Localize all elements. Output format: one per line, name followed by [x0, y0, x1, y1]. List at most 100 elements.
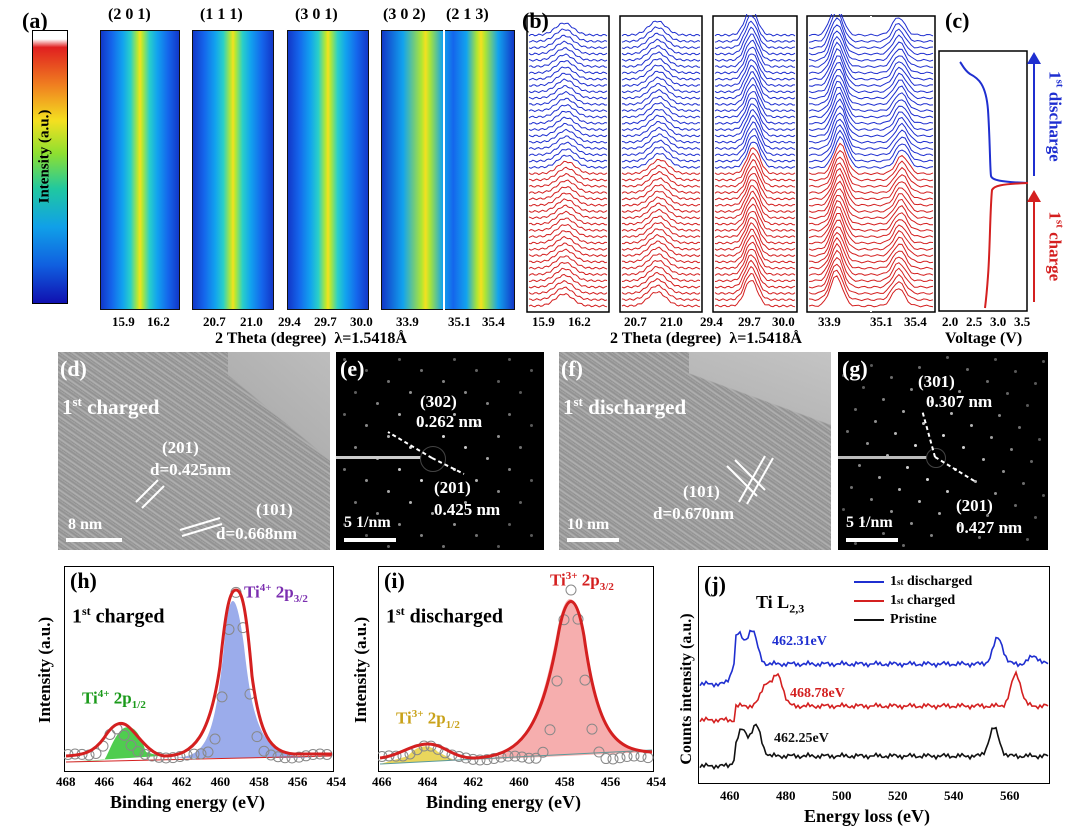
- xrd-pattern-trace: [714, 158, 796, 188]
- tick-label: 462: [463, 774, 484, 789]
- xrd-pattern-trace: [808, 236, 934, 270]
- xrd-pattern-trace: [621, 228, 701, 245]
- data-point: [523, 752, 535, 764]
- charge-label: 1st charge: [1045, 211, 1066, 282]
- diffraction-spot: [849, 485, 853, 489]
- xrd-pattern-trace: [621, 265, 701, 283]
- xrd-pattern-trace: [808, 249, 934, 283]
- panel-c-label: (c): [945, 8, 970, 33]
- xrd-pattern-trace: [715, 234, 796, 264]
- data-point: [614, 752, 626, 764]
- xrd-pattern-trace: [528, 154, 608, 169]
- diffraction-spot: [342, 357, 346, 361]
- xrd-pattern-trace: [808, 105, 934, 138]
- peak-label-minor: Ti3+ 2p1/2: [396, 708, 460, 732]
- plane-label: (302): [420, 392, 457, 411]
- diffraction-spot: [441, 434, 445, 438]
- pattern-frame: [712, 15, 798, 313]
- diffraction-spot: [463, 445, 467, 449]
- diffraction-spot: [1041, 359, 1045, 363]
- diffraction-spot: [977, 535, 981, 539]
- diffraction-spot: [375, 401, 379, 405]
- voltage-curve: [938, 50, 1028, 312]
- plane-label: (201): [956, 496, 993, 515]
- xrd-pattern-trace: [621, 38, 701, 56]
- beam-stop: [336, 456, 432, 459]
- xrd-pattern-trace: [808, 86, 934, 119]
- tick-label: 16.2: [568, 314, 591, 329]
- xrd-pattern-trace: [808, 55, 933, 87]
- xrd-pattern-trace: [808, 35, 934, 69]
- xrd-pattern-trace: [528, 148, 608, 163]
- heatmap-301: [287, 30, 369, 310]
- xrd-pattern-trace: [714, 58, 795, 87]
- diffraction-spot: [419, 423, 423, 427]
- xrd-pattern-trace: [808, 149, 934, 182]
- xrd-pattern-trace: [528, 210, 607, 226]
- xrd-pattern-trace: [621, 58, 701, 75]
- diffraction-spot: [945, 355, 949, 359]
- data-point: [481, 754, 493, 766]
- tick-label: 30.0: [772, 314, 795, 329]
- diffraction-spot: [452, 522, 456, 526]
- xrd-pattern-trace: [714, 222, 796, 251]
- diffraction-spot: [993, 357, 997, 361]
- amorphous-edge: [689, 352, 831, 432]
- xrd-pattern-trace: [714, 248, 796, 276]
- plane-label: (101): [683, 482, 720, 501]
- diffraction-spot: [981, 457, 985, 461]
- xrd-pattern-trace: [621, 70, 700, 87]
- xrd-pattern-trace: [714, 216, 796, 245]
- heatmap-201: [100, 30, 180, 310]
- xrd-pattern-trace: [808, 213, 934, 245]
- plane-label: (201): [162, 438, 199, 457]
- panel-e-label: (e): [340, 356, 365, 381]
- xrd-pattern-trace: [714, 20, 796, 50]
- scale-bar-label: 5 1/nm: [344, 514, 391, 531]
- xlabel: 2 Theta (degree): [215, 330, 327, 347]
- data-point: [258, 745, 270, 757]
- x-ticks-h: 468 466 464 462 460 458 456 454: [56, 774, 346, 790]
- data-point: [642, 752, 654, 764]
- xrd-pattern-trace: [808, 162, 934, 195]
- tick-label: 21.0: [240, 314, 263, 329]
- charge-arrow: [1033, 196, 1035, 302]
- peak-label-main: Ti4+ 2p3/2: [244, 582, 308, 606]
- eels-spectrum: [699, 629, 1049, 689]
- tick-label: 33.9: [396, 314, 419, 329]
- diffraction-spot: [1013, 503, 1017, 507]
- xrd-pattern-trace: [714, 141, 796, 169]
- diffraction-spot: [905, 465, 909, 469]
- plane-label: (101): [256, 500, 293, 519]
- lattice-markers: [135, 479, 223, 537]
- d-spacing-label: d=0.670nm: [653, 504, 735, 523]
- diffraction-spot: [419, 368, 423, 372]
- diffraction-spot: [841, 373, 845, 377]
- xrd-pattern-trace: [621, 139, 701, 157]
- diffraction-spot: [881, 397, 885, 401]
- diffraction-spot: [529, 423, 533, 427]
- diffraction-spot: [375, 511, 379, 515]
- xrd-pattern-trace: [714, 190, 796, 220]
- diffraction-spot: [353, 500, 357, 504]
- xrd-pattern-trace: [714, 254, 796, 283]
- diffraction-spot: [977, 401, 981, 405]
- xrd-pattern-trace: [621, 152, 701, 169]
- xrd-pattern-trace: [714, 46, 796, 75]
- data-point: [202, 746, 214, 758]
- data-point: [118, 729, 130, 741]
- xrd-pattern-trace: [621, 196, 701, 213]
- scale-bar: [66, 538, 122, 542]
- xrd-pattern-trace: [714, 166, 796, 195]
- xrd-pattern-trace: [621, 64, 701, 81]
- x-axis-title: Energy loss (eV): [804, 806, 930, 826]
- diffraction-spot: [1025, 537, 1029, 541]
- tick-label: 21.0: [660, 314, 683, 329]
- xrd-pattern-trace: [714, 14, 796, 37]
- xrd-pattern-trace: [621, 170, 701, 188]
- diffraction-spot: [917, 499, 921, 503]
- x-axis-title: 2 Theta (degree) λ=1.5418Å: [215, 330, 407, 348]
- xrd-pattern-trace: [621, 253, 701, 270]
- xrd-pattern-trace: [621, 126, 701, 144]
